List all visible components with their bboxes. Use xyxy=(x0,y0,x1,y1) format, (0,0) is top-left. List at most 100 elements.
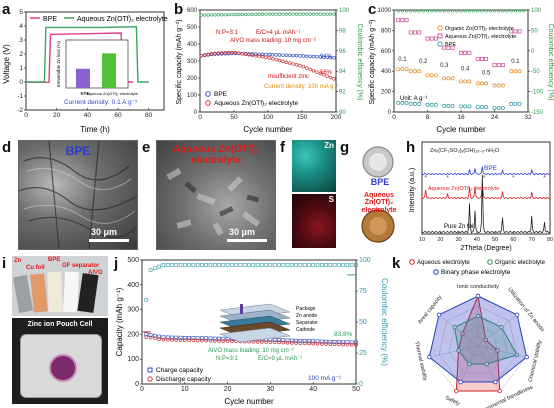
panel-letter-h: h xyxy=(406,139,416,156)
b-capacity-point xyxy=(294,63,299,67)
y-tick-label: 0 xyxy=(135,381,139,388)
x-tick-label: 50 xyxy=(492,237,498,243)
c-capacity-point xyxy=(513,69,518,74)
j-charge-point xyxy=(178,335,183,340)
j-ce-point xyxy=(294,263,298,267)
components-photo: Zn Cu foil BPE GF separator AlVO xyxy=(12,256,108,316)
c-capacity-point xyxy=(467,50,472,55)
b-capacity-point xyxy=(199,53,204,58)
h-legend: Znₓ(CF₃SO₃)ᵧ(OH)₂ₓ₋ᵧ·nH₂O xyxy=(430,148,500,154)
c-capacity-point xyxy=(496,105,501,110)
j-discharge-point xyxy=(204,338,208,343)
j-charge-point xyxy=(208,336,213,341)
b-ce-point xyxy=(311,12,316,16)
j-discharge-point xyxy=(153,336,157,341)
rate-chart-c: 0 8 16 24 32 0 200 400 600 800 1000 -150 -100 -50 0 50 1… xyxy=(369,8,554,134)
b-capacity-point xyxy=(315,55,319,59)
c-ce-point xyxy=(442,9,446,13)
c-capacity-point xyxy=(450,103,455,108)
y2-tick-label: 0 xyxy=(359,381,363,388)
panel-letter-i: i xyxy=(2,255,7,272)
b-capacity-point xyxy=(260,55,265,59)
c-capacity-point xyxy=(408,101,413,106)
j-charge-point xyxy=(217,336,221,341)
k-series-polygon xyxy=(455,294,501,392)
b-capacity-point xyxy=(203,53,207,57)
j-ce-point xyxy=(234,263,238,267)
j-ce-point xyxy=(195,263,200,267)
j-ce-point xyxy=(332,263,337,267)
y-tick-label: -2 xyxy=(17,107,23,114)
y2-tick-label: -150 xyxy=(531,110,544,116)
b-capacity-point xyxy=(291,53,295,58)
b-capacity-point xyxy=(301,54,306,58)
b-capacity-point xyxy=(237,51,241,55)
c-capacity-point xyxy=(517,69,522,74)
b-ce-point xyxy=(260,12,265,16)
c-capacity-point xyxy=(400,100,405,105)
c-ce-point xyxy=(488,9,492,13)
j-discharge-point xyxy=(354,343,358,347)
e-scalebar xyxy=(227,239,267,242)
k-axis-spoke xyxy=(438,314,479,347)
c-capacity-point xyxy=(479,57,484,61)
b-pct56: 56% xyxy=(320,70,333,76)
y2-tick-label: 0 xyxy=(531,49,535,55)
b-capacity-point xyxy=(325,74,329,78)
j-ce-point xyxy=(238,263,243,267)
j-discharge-point xyxy=(311,341,315,346)
h-xrd-trace xyxy=(421,174,551,234)
c-capacity-point xyxy=(442,45,447,50)
c-capacity-point xyxy=(425,102,430,107)
x-tick-label: 80 xyxy=(547,237,553,243)
j-charge-point xyxy=(152,333,157,338)
b-ce-point xyxy=(322,12,326,16)
c-capacity-point xyxy=(496,83,501,88)
j-ce-point xyxy=(242,263,247,267)
j-discharge: Discharge capacity xyxy=(156,376,212,383)
i-alvo: AlVO xyxy=(88,270,103,276)
c-capacity-point xyxy=(517,101,522,106)
j-discharge-point xyxy=(290,341,294,345)
b-capacity-point xyxy=(281,59,285,64)
b-ce-point xyxy=(294,12,299,16)
i-bpe: BPE xyxy=(48,257,61,263)
j-discharge-point xyxy=(328,342,333,346)
j-ce-point xyxy=(315,263,320,267)
c-rate-label: 0.4 xyxy=(461,66,470,72)
c-capacity-point xyxy=(404,67,409,72)
j-ce-point xyxy=(311,263,315,267)
c-ylabel: Specific capacity (mAh g⁻¹) xyxy=(369,20,376,105)
b-capacity-point xyxy=(240,52,244,56)
k-axis-label: Thermal stability xyxy=(413,341,428,382)
c-capacity-point xyxy=(509,69,514,74)
panel-letter-g: g xyxy=(340,139,350,156)
j-discharge-point xyxy=(264,340,268,344)
b-capacity-point xyxy=(322,55,326,59)
j-ce-point xyxy=(225,263,230,267)
k-leg-org: Organic electrolyte xyxy=(495,260,546,266)
j-ce-point xyxy=(183,263,187,267)
c-capacity-point xyxy=(492,63,497,68)
j-discharge-point xyxy=(161,337,166,342)
c-capacity-point xyxy=(425,73,430,78)
h-xrd-trace xyxy=(421,182,551,200)
x-tick-label: 16 xyxy=(457,114,465,121)
a-legend-bpe: BPE xyxy=(43,16,57,23)
panel-h: h * * * * * 10 20 30 40 50 60 70 80 Znₓ(CF₃SO₃)ᵧ(OH… xyxy=(404,138,554,252)
panel-letter-b: b xyxy=(174,1,184,18)
e-title: Aqueous Zn(OTf)₂ electrolyte xyxy=(172,144,260,166)
c-capacity-point xyxy=(425,36,430,41)
k-series-point xyxy=(456,348,461,353)
j-charge-point xyxy=(221,336,226,341)
y-tick-label: 200 xyxy=(187,76,198,82)
j-charge-point xyxy=(144,332,149,337)
c-capacity-point xyxy=(484,57,489,61)
j-ce-point xyxy=(337,263,341,267)
j-ce-point xyxy=(230,263,234,267)
a-inset-x1: BPE xyxy=(80,91,89,96)
x-tick-label: 10 xyxy=(419,237,425,243)
c-capacity-point xyxy=(509,101,514,106)
b-capacity-point xyxy=(305,66,309,70)
j-ce-point xyxy=(324,263,328,267)
